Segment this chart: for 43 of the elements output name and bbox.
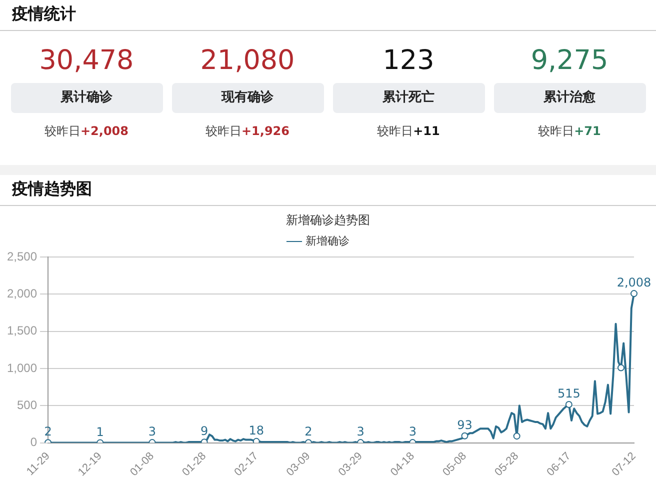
text: +71	[574, 124, 601, 138]
data-label: 515	[557, 386, 580, 401]
y-tick-label: 500	[17, 398, 38, 412]
point	[565, 401, 572, 408]
point	[617, 364, 624, 372]
data-label: 2	[304, 424, 312, 439]
data-label: 93	[457, 418, 472, 432]
data-label: 1	[96, 424, 104, 439]
data-label: 3	[408, 424, 416, 439]
text: +11	[413, 124, 440, 138]
y-tick-label: 1,000	[7, 360, 38, 375]
data-label: 2	[44, 424, 52, 439]
data-label: 18	[248, 424, 264, 438]
text: 较昨日	[538, 124, 574, 138]
y-tick-label: 2,500	[7, 249, 38, 264]
text: 30,478	[38, 44, 135, 78]
data-label: 2,008	[616, 276, 652, 290]
text: +2,008	[80, 124, 128, 138]
text: 较昨日	[44, 124, 80, 138]
chart-title: 疫情趋势图	[0, 175, 656, 206]
point	[461, 432, 468, 440]
point	[252, 438, 260, 443]
text: 较昨日	[205, 124, 242, 138]
chart-subtitle: 新增确诊趋势图	[285, 212, 371, 227]
data-label: 3	[148, 424, 156, 439]
y-tick-label: 1,500	[7, 324, 38, 338]
text: 疫情统计	[0, 0, 656, 31]
text: 123	[382, 44, 436, 78]
y-tick-label: 2,000	[7, 286, 38, 300]
text: 较昨日	[377, 124, 414, 138]
text: 9,275	[530, 44, 610, 78]
point	[513, 432, 520, 440]
y-tick-label: 0	[30, 435, 38, 450]
text: 21,080	[199, 44, 296, 78]
data-label: 9	[200, 424, 208, 438]
text: 累计治愈	[494, 83, 646, 113]
data-label: 3	[356, 424, 364, 439]
text: +1,926	[241, 124, 290, 138]
legend-label: 新增确诊	[305, 234, 350, 248]
text: 累计死亡	[332, 83, 484, 113]
point	[630, 290, 638, 298]
text: 现有确诊	[172, 83, 324, 113]
text: 累计确诊	[10, 83, 162, 113]
